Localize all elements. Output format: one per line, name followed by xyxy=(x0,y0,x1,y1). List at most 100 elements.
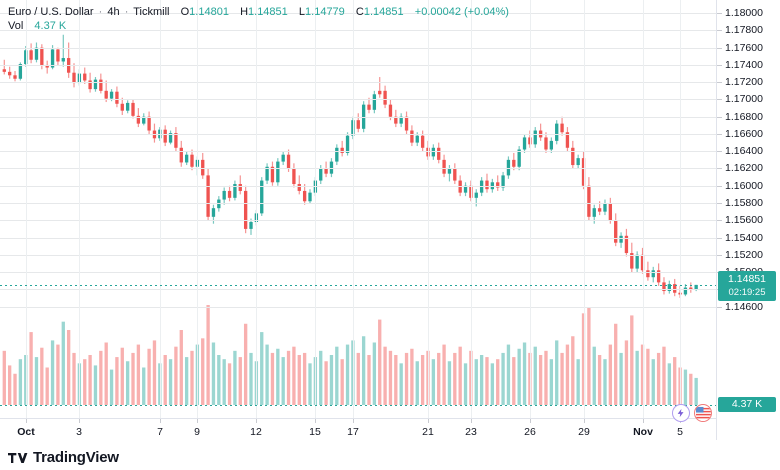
candle-body xyxy=(286,154,291,169)
volume-bar xyxy=(517,348,521,405)
volume-bar xyxy=(66,330,71,405)
time-axis-label: 3 xyxy=(76,426,82,438)
chart-plot-area[interactable] xyxy=(0,0,716,418)
time-axis-label: 9 xyxy=(194,426,200,438)
candle-body xyxy=(50,49,55,68)
time-axis-tick xyxy=(584,419,585,423)
grid-line-horizontal xyxy=(0,168,716,169)
grid-layer xyxy=(0,0,716,418)
candle-body xyxy=(104,90,108,99)
grid-line-vertical xyxy=(471,0,472,418)
volume-bar xyxy=(45,367,49,405)
volume-bar xyxy=(501,352,505,405)
candle-body xyxy=(329,161,334,174)
current-price-badge[interactable]: 1.14851 02:19:25 xyxy=(718,271,776,301)
price-axis-label: 1.15600 xyxy=(725,214,763,226)
candle-body xyxy=(34,47,39,60)
volume-bar xyxy=(136,344,141,405)
price-axis-tick xyxy=(717,203,722,204)
candle-body xyxy=(265,166,269,181)
volume-bar xyxy=(592,346,596,405)
volume-bar xyxy=(656,352,661,405)
candle-body xyxy=(190,154,194,167)
volume-bar xyxy=(587,307,591,405)
price-axis-tick xyxy=(717,186,722,187)
price-axis[interactable]: 1.18000 1.17800 1.17600 1.17400 1.17200 1.170… xyxy=(716,0,780,440)
candle-body xyxy=(388,104,393,117)
candle-body xyxy=(168,133,173,143)
volume-bar xyxy=(394,355,398,405)
candle-body xyxy=(581,158,586,186)
grid-line-vertical xyxy=(315,0,316,418)
us-flag-icon[interactable] xyxy=(694,404,712,422)
price-axis-label: 1.17400 xyxy=(725,59,763,71)
candle-body xyxy=(142,116,146,124)
volume-bar xyxy=(93,365,98,405)
candle-body xyxy=(431,147,436,157)
candle-body xyxy=(399,116,403,124)
volume-bar xyxy=(211,342,216,405)
volume-bar xyxy=(372,342,377,405)
volume-bar xyxy=(18,359,23,405)
candle-body xyxy=(501,175,505,188)
lightning-bolt-icon[interactable] xyxy=(672,404,690,422)
time-axis-label: Oct xyxy=(17,426,35,438)
grid-line-vertical xyxy=(680,0,681,418)
volume-bar xyxy=(61,321,65,405)
candle-body xyxy=(474,192,478,198)
candle-wick xyxy=(690,282,692,293)
volume-bar xyxy=(265,344,269,405)
grid-line-horizontal xyxy=(0,48,716,49)
tradingview-watermark[interactable]: TradingView xyxy=(8,449,119,466)
volume-bar xyxy=(426,350,430,405)
volume-bar xyxy=(361,336,366,405)
price-axis-tick xyxy=(717,151,722,152)
volume-bar xyxy=(388,350,393,405)
candle-body xyxy=(640,254,645,271)
volume-value-badge[interactable]: 4.37 K xyxy=(718,397,776,412)
time-axis-label: 21 xyxy=(422,426,434,438)
time-axis-label: 5 xyxy=(677,426,683,438)
volume-bar xyxy=(463,363,468,405)
candle-body xyxy=(158,129,162,139)
volume-bar xyxy=(512,357,516,405)
time-axis[interactable]: Oct 3 7 9 12 15 17 21 23 26 29 Nov 5 xyxy=(0,418,716,444)
grid-line-horizontal xyxy=(0,220,716,221)
time-axis-tick xyxy=(256,419,257,423)
chart-event-badges[interactable] xyxy=(672,404,712,422)
grid-line-horizontal xyxy=(0,99,716,100)
price-axis-tick xyxy=(717,82,722,83)
candle-body xyxy=(587,185,591,217)
candle-body xyxy=(469,185,473,198)
candle-body xyxy=(174,133,178,148)
volume-bar xyxy=(437,352,441,405)
volume-bar xyxy=(506,344,511,405)
volume-bar xyxy=(458,346,462,405)
price-axis-tick xyxy=(717,134,722,135)
grid-line-vertical xyxy=(584,0,585,418)
volume-bar xyxy=(651,359,655,405)
candle-body xyxy=(13,75,17,79)
volume-bar xyxy=(50,340,55,405)
candle-body xyxy=(571,147,575,166)
volume-bar xyxy=(174,346,178,405)
candle-body xyxy=(549,140,554,150)
volume-bar xyxy=(270,352,275,405)
volume-bar xyxy=(597,355,602,405)
candle-body xyxy=(415,135,419,143)
volume-bar xyxy=(565,344,570,405)
candle-body xyxy=(565,132,570,148)
candle-body xyxy=(614,220,618,243)
volume-bar xyxy=(109,369,114,405)
volume-bar xyxy=(72,352,76,405)
volume-bar xyxy=(646,348,650,405)
volume-bar xyxy=(667,363,672,405)
volume-bar xyxy=(630,315,634,405)
volume-bar xyxy=(206,305,210,405)
grid-line-vertical xyxy=(160,0,161,418)
volume-bar xyxy=(131,352,135,405)
volume-bar xyxy=(453,352,457,405)
volume-bar xyxy=(640,344,645,405)
candle-body xyxy=(29,50,33,60)
